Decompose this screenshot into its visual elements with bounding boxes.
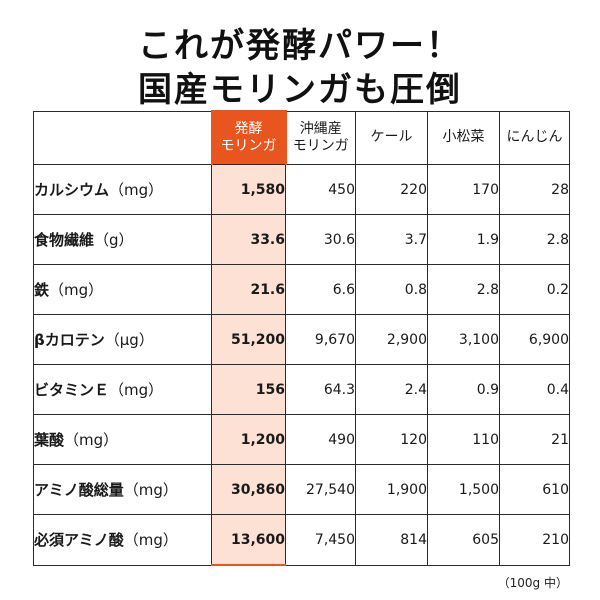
value-cell: 7,450 [285, 514, 356, 566]
column-header-carrot: にんじん [499, 110, 570, 165]
value-cell-highlight: 30,860 [211, 464, 286, 515]
table-row: 食物繊維（g） 33.6 30.6 3.7 1.9 2.8 [33, 214, 570, 265]
table-row: カルシウム（mg） 1,580 450 220 170 28 [33, 164, 570, 215]
value-cell: 2,900 [355, 314, 428, 365]
column-header-komatsuna: 小松菜 [427, 110, 500, 165]
header-line2: モリンガ [292, 137, 349, 154]
nutrient-name: アミノ酸総量 [34, 481, 124, 499]
value-cell-highlight: 51,200 [211, 314, 286, 365]
per-100g-note: （100g 中） [497, 576, 568, 590]
value-cell: 1,900 [355, 464, 428, 515]
page-title-line2: 国産モリンガも圧倒 [138, 70, 462, 110]
nutrient-name: 鉄 [34, 281, 50, 299]
value-cell: 170 [427, 164, 500, 215]
value-cell: 0.8 [355, 264, 428, 315]
row-label: 必須アミノ酸（mg） [33, 514, 212, 566]
row-label: ビタミンＥ（mg） [33, 364, 212, 415]
value-cell: 1.9 [427, 214, 500, 265]
table-row: βカロテン（μg） 51,200 9,670 2,900 3,100 6,900 [33, 314, 570, 365]
value-cell-highlight: 21.6 [211, 264, 286, 315]
nutrient-unit: （mg） [109, 381, 164, 399]
value-cell: 1,500 [427, 464, 500, 515]
value-cell-highlight: 1,200 [211, 414, 286, 465]
value-cell: 21 [499, 414, 570, 465]
value-cell: 605 [427, 514, 500, 566]
row-label: βカロテン（μg） [33, 314, 212, 365]
nutrient-name: βカロテン [34, 331, 105, 349]
value-cell: 9,670 [285, 314, 356, 365]
row-label: 葉酸（mg） [33, 414, 212, 465]
value-cell: 120 [355, 414, 428, 465]
nutrient-unit: （mg） [123, 481, 178, 499]
nutrient-unit: （mg） [123, 531, 178, 550]
value-cell: 814 [355, 514, 428, 566]
table-row: 葉酸（mg） 1,200 490 120 110 21 [33, 414, 570, 465]
value-cell: 30.6 [285, 214, 356, 265]
table-row: ビタミンＥ（mg） 156 64.3 2.4 0.9 0.4 [33, 364, 570, 415]
row-label: 食物繊維（g） [33, 214, 212, 265]
value-cell: 0.9 [427, 364, 500, 415]
table-row: アミノ酸総量（mg） 30,860 27,540 1,900 1,500 610 [33, 464, 570, 515]
nutrient-unit: （mg） [109, 181, 164, 199]
header-line2: モリンガ [220, 138, 277, 154]
table-corner-cell [33, 110, 212, 165]
value-cell: 2.4 [355, 364, 428, 415]
nutrient-name: 食物繊維 [34, 231, 95, 249]
nutrient-name: カルシウム [34, 181, 110, 199]
value-cell: 0.2 [499, 264, 570, 315]
nutrition-comparison-table: 発酵 モリンガ 沖縄産 モリンガ ケール 小松菜 にんじん カルシウム（mg） 1… [33, 110, 570, 566]
value-cell: 3,100 [427, 314, 500, 365]
column-header-fermented-moringa: 発酵 モリンガ [210, 110, 287, 165]
value-cell-highlight: 156 [211, 364, 286, 415]
value-cell: 28 [499, 164, 570, 215]
table-row: 必須アミノ酸（mg） 13,600 7,450 814 605 210 [33, 514, 570, 566]
nutrient-name: ビタミンＥ [34, 381, 110, 399]
nutrient-unit: （g） [94, 231, 134, 249]
value-cell-highlight: 13,600 [211, 514, 286, 566]
nutrient-unit: （mg） [49, 281, 104, 299]
column-header-okinawa-moringa: 沖縄産 モリンガ [285, 110, 356, 165]
column-header-kale: ケール [355, 110, 428, 165]
value-cell: 210 [499, 514, 570, 566]
value-cell: 6.6 [285, 264, 356, 315]
value-cell: 27,540 [285, 464, 356, 515]
value-cell: 450 [285, 164, 356, 215]
value-cell: 2.8 [427, 264, 500, 315]
nutrient-unit: （μg） [104, 331, 154, 349]
row-label: カルシウム（mg） [33, 164, 212, 215]
row-label: 鉄（mg） [33, 264, 212, 315]
value-cell: 610 [499, 464, 570, 515]
value-cell: 64.3 [285, 364, 356, 415]
value-cell: 0.4 [499, 364, 570, 415]
header-line1: 発酵 [234, 121, 263, 137]
value-cell-highlight: 33.6 [211, 214, 286, 265]
nutrient-unit: （mg） [64, 431, 119, 449]
value-cell: 3.7 [355, 214, 428, 265]
value-cell-highlight: 1,580 [211, 164, 286, 215]
value-cell: 490 [285, 414, 356, 465]
header-line1: 沖縄産 [299, 120, 342, 137]
page-title-line1: これが発酵パワー！ [138, 26, 462, 66]
value-cell: 2.8 [499, 214, 570, 265]
table-row: 鉄（mg） 21.6 6.6 0.8 2.8 0.2 [33, 264, 570, 315]
value-cell: 110 [427, 414, 500, 465]
row-label: アミノ酸総量（mg） [33, 464, 212, 515]
value-cell: 220 [355, 164, 428, 215]
nutrient-name: 葉酸 [34, 431, 65, 449]
nutrient-name: 必須アミノ酸 [34, 531, 124, 550]
value-cell: 6,900 [499, 314, 570, 365]
table-header-row: 発酵 モリンガ 沖縄産 モリンガ ケール 小松菜 にんじん [33, 110, 570, 165]
